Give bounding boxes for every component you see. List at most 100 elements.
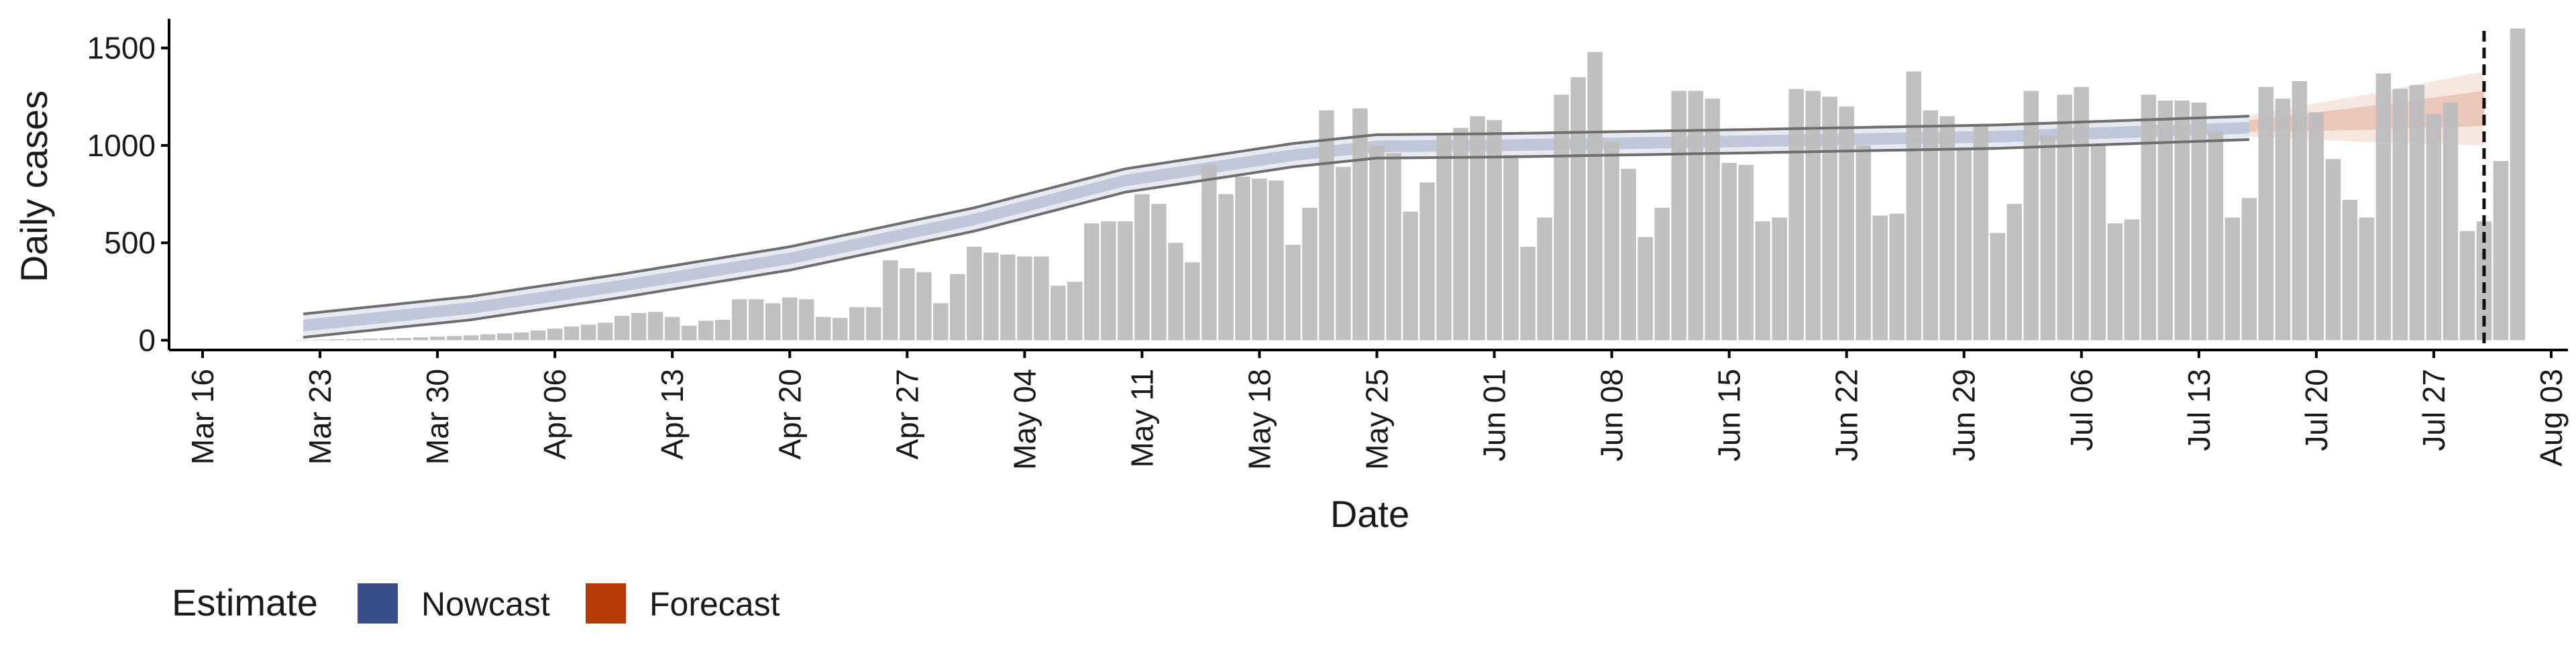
bar-day-7 — [396, 338, 412, 341]
bar-day-26 — [715, 320, 731, 341]
bar-day-86 — [1721, 163, 1737, 341]
bar-day-106 — [2057, 95, 2072, 341]
bar-day-59 — [1269, 180, 1284, 341]
bar-day-62 — [1319, 110, 1334, 341]
bar-day-6 — [379, 338, 395, 341]
bar-day-32 — [816, 316, 831, 341]
bar-day-117 — [2241, 198, 2257, 341]
bar-day-80 — [1621, 168, 1636, 341]
bar-day-8 — [413, 337, 429, 341]
x-tick-label-2020-04-20: Apr 20 — [772, 369, 807, 460]
x-axis-title: Date — [1330, 493, 1409, 535]
bar-day-109 — [2107, 223, 2123, 341]
bar-day-37 — [900, 268, 915, 341]
bar-day-51 — [1134, 194, 1150, 341]
bar-day-115 — [2208, 131, 2224, 341]
bar-day-129 — [2443, 103, 2459, 341]
bar-day-52 — [1151, 204, 1167, 341]
bars-group — [295, 28, 2526, 341]
x-tick-label-2020-05-11: May 11 — [1124, 369, 1159, 467]
bar-day-113 — [2174, 101, 2190, 341]
x-tick-label-2020-03-16: Mar 16 — [185, 369, 220, 465]
bar-day-65 — [1369, 145, 1385, 341]
forecast-band-90 — [2249, 71, 2484, 145]
bar-day-99 — [1939, 116, 1955, 341]
x-tick-label-2020-07-06: Jul 06 — [2064, 369, 2099, 451]
bar-day-31 — [799, 299, 814, 341]
bar-day-3 — [329, 339, 345, 341]
bar-day-131 — [2476, 221, 2492, 341]
bar-day-81 — [1638, 237, 1653, 341]
bar-day-48 — [1084, 223, 1099, 341]
bar-day-50 — [1118, 221, 1133, 341]
bar-day-24 — [682, 325, 697, 341]
bar-day-108 — [2090, 145, 2106, 341]
x-tick-label-2020-05-18: May 18 — [1242, 369, 1277, 470]
legend: Estimate Nowcast Forecast — [172, 581, 780, 624]
bar-day-35 — [866, 307, 881, 341]
bar-day-122 — [2325, 159, 2341, 341]
bar-day-123 — [2342, 200, 2358, 341]
bar-day-126 — [2392, 89, 2408, 341]
bar-day-40 — [950, 274, 965, 341]
bar-day-128 — [2426, 114, 2442, 341]
bar-day-112 — [2157, 101, 2174, 341]
bar-day-87 — [1738, 164, 1754, 341]
x-tick-label-2020-04-27: Apr 27 — [890, 369, 924, 460]
bar-day-114 — [2191, 103, 2207, 341]
nowcast-lower-line — [303, 138, 2249, 339]
bar-day-17 — [564, 327, 580, 341]
x-tick-label-2020-03-30: Mar 30 — [420, 369, 455, 465]
y-axis-title: Daily cases — [13, 91, 55, 282]
bar-day-29 — [765, 303, 781, 341]
bar-day-47 — [1067, 282, 1083, 341]
bar-day-111 — [2141, 95, 2157, 341]
bar-day-92 — [1822, 97, 1837, 341]
x-tick-label-2020-06-29: Jun 29 — [1947, 369, 1982, 461]
x-tick-label-2020-06-08: Jun 08 — [1595, 369, 1629, 461]
y-tick-label-1000: 1000 — [87, 128, 156, 163]
bar-day-91 — [1805, 91, 1821, 341]
bar-day-44 — [1017, 256, 1032, 341]
x-tick-label-2020-06-01: Jun 01 — [1477, 369, 1512, 461]
bar-day-85 — [1705, 99, 1720, 341]
bar-day-49 — [1101, 221, 1116, 341]
bar-day-73 — [1503, 155, 1519, 341]
bar-day-64 — [1352, 108, 1368, 341]
x-tick-label-2020-07-20: Jul 20 — [2299, 369, 2334, 451]
x-tick-label-2020-08-03: Aug 03 — [2534, 369, 2569, 467]
axes-group: 0 500 1000 1500 Mar 16 Mar 23 Mar 30 Apr 06 Apr … — [87, 19, 2569, 470]
bar-day-46 — [1051, 286, 1066, 341]
bar-day-41 — [967, 247, 982, 341]
bar-day-116 — [2224, 217, 2241, 341]
bar-day-13 — [496, 333, 513, 341]
bar-day-121 — [2308, 112, 2324, 341]
bar-day-103 — [2006, 204, 2022, 341]
x-tick-label-2020-06-15: Jun 15 — [1712, 369, 1747, 461]
bar-day-18 — [580, 325, 596, 341]
legend-swatch-forecast — [586, 583, 626, 624]
bar-day-15 — [530, 330, 546, 341]
bar-day-82 — [1654, 207, 1670, 341]
bar-day-56 — [1218, 194, 1234, 341]
x-tick-label-2020-07-27: Jul 27 — [2416, 369, 2451, 451]
bar-day-74 — [1520, 247, 1536, 341]
legend-swatch-nowcast — [358, 583, 398, 624]
bar-day-14 — [513, 332, 529, 341]
bar-day-88 — [1755, 221, 1770, 341]
bar-day-98 — [1923, 110, 1938, 341]
bar-day-25 — [698, 320, 714, 341]
x-tick-label-2020-07-13: Jul 13 — [2182, 369, 2216, 451]
bar-day-94 — [1856, 145, 1871, 341]
bar-day-104 — [2023, 91, 2039, 341]
bar-day-23 — [665, 316, 680, 341]
y-tick-label-500: 500 — [104, 225, 156, 260]
bar-day-68 — [1419, 182, 1435, 341]
bar-day-43 — [1000, 254, 1016, 341]
bar-day-21 — [631, 312, 647, 341]
bar-day-110 — [2124, 219, 2140, 341]
bar-day-132 — [2493, 161, 2509, 341]
bar-day-78 — [1587, 52, 1603, 341]
